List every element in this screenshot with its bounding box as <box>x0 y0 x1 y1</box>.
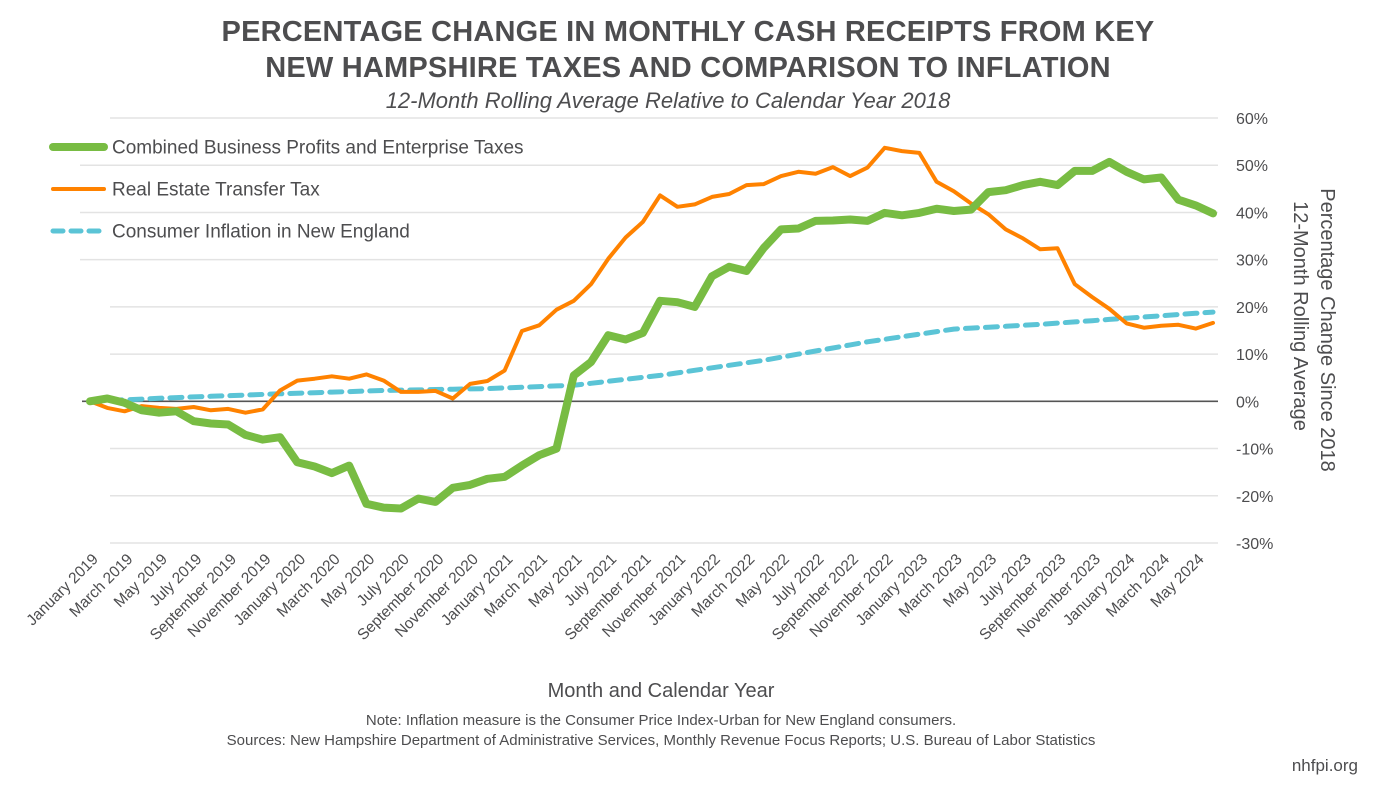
x-axis-title: Month and Calendar Year <box>547 680 775 702</box>
y-axis-ticks: 60% 50% 40% 30% 20% 10% 0% -10% -20% -30% <box>1236 111 1273 553</box>
sources-note: Sources: New Hampshire Department of Adm… <box>226 732 1096 749</box>
y-tick-label: -30% <box>1236 536 1273 553</box>
series-line-real-estate-transfer-tax <box>88 145 1215 415</box>
y-tick-label: 60% <box>1236 111 1268 128</box>
chart-title-line-2: NEW HAMPSHIRE TAXES AND COMPARISON TO IN… <box>265 52 1111 84</box>
legend-label: Real Estate Transfer Tax <box>112 180 320 201</box>
y-tick-label: 10% <box>1236 347 1268 364</box>
gridlines <box>80 117 1218 544</box>
legend: Combined Business Profits and Enterprise… <box>49 138 524 243</box>
y-tick-label: 50% <box>1236 158 1268 175</box>
y-tick-label: 20% <box>1236 300 1268 317</box>
y-axis-title-line-1: Percentage Change Since 2018 <box>1316 188 1338 472</box>
footnote: Note: Inflation measure is the Consumer … <box>365 712 957 729</box>
y-tick-label: -20% <box>1236 489 1273 506</box>
y-tick-label: 40% <box>1236 205 1268 222</box>
y-tick-label: -10% <box>1236 442 1273 459</box>
legend-label: Combined Business Profits and Enterprise… <box>112 138 524 159</box>
y-tick-label: 30% <box>1236 253 1268 270</box>
legend-label: Consumer Inflation in New England <box>112 222 410 243</box>
y-axis-title: Percentage Change Since 2018 12-Month Ro… <box>1289 188 1338 472</box>
series-line-inflation <box>87 309 1216 404</box>
brand-url: nhfpi.org <box>1291 756 1358 775</box>
chart-subtitle: 12-Month Rolling Average Relative to Cal… <box>385 88 951 113</box>
chart-title-line-1: PERCENTAGE CHANGE IN MONTHLY CASH RECEIP… <box>221 16 1155 48</box>
series-line-business-taxes <box>86 157 1217 513</box>
series-lines <box>86 145 1217 513</box>
y-tick-label: 0% <box>1236 394 1259 411</box>
y-axis-title-line-2: 12-Month Rolling Average <box>1289 201 1311 431</box>
